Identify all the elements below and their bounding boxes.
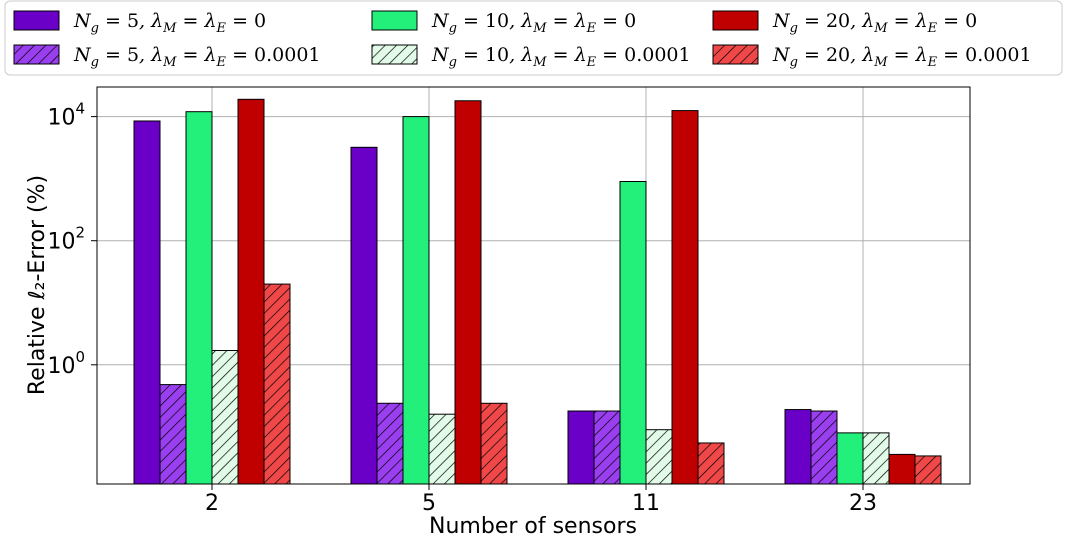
bar xyxy=(185,111,213,485)
legend-label: Ng = 5, λM = λE = 0 xyxy=(73,10,266,36)
y-tick-label: 100 xyxy=(47,348,85,379)
bar xyxy=(914,455,942,485)
bar xyxy=(480,402,508,485)
bar xyxy=(567,410,595,485)
bar xyxy=(862,432,890,485)
legend-swatch xyxy=(712,44,759,65)
x-axis-title: Number of sensors xyxy=(429,514,637,539)
legend-swatch xyxy=(13,44,60,65)
bar xyxy=(810,410,838,485)
bar xyxy=(237,98,265,485)
bar xyxy=(376,402,404,485)
bar xyxy=(402,116,430,485)
bar xyxy=(593,410,621,485)
bar xyxy=(133,120,161,485)
legend-swatch xyxy=(13,10,60,31)
y-tick-label: 102 xyxy=(47,224,85,255)
x-tick-label: 11 xyxy=(632,491,660,516)
legend-swatch xyxy=(712,10,759,31)
bar xyxy=(645,429,673,485)
bar xyxy=(211,350,239,485)
legend-label: Ng = 5, λM = λE = 0.0001 xyxy=(73,44,321,70)
legend-swatch xyxy=(371,10,418,31)
y-ticks: 100 102 104 xyxy=(47,100,97,379)
legend-label: Ng = 10, λM = λE = 0.0001 xyxy=(431,44,691,70)
x-tick-label: 5 xyxy=(422,491,436,516)
x-tick-label: 23 xyxy=(849,491,877,516)
bar xyxy=(888,453,916,485)
bar xyxy=(671,110,699,485)
x-tick-label: 2 xyxy=(205,491,219,516)
bar xyxy=(159,384,187,485)
legend-label: Ng = 20, λM = λE = 0 xyxy=(772,10,977,36)
bar xyxy=(350,146,378,485)
bar xyxy=(454,100,482,485)
y-tick-label: 104 xyxy=(47,100,85,131)
legend-swatch xyxy=(371,44,418,65)
legend-box xyxy=(4,0,1063,76)
y-axis-title: Relative ℓ₂-Error (%) xyxy=(25,175,50,395)
x-ticks: 2 5 11 23 xyxy=(205,484,877,516)
bar xyxy=(784,409,812,485)
legend-label: Ng = 20, λM = λE = 0.0001 xyxy=(772,44,1032,70)
bar xyxy=(619,180,647,485)
bar xyxy=(428,413,456,485)
bar xyxy=(263,283,291,485)
legend-label: Ng = 10, λM = λE = 0 xyxy=(431,10,636,36)
legend: Ng = 5, λM = λE = 0 Ng = 5, λM = λE = 0.0… xyxy=(13,10,1032,70)
plot-frame xyxy=(96,86,971,485)
bar xyxy=(836,432,864,485)
bars xyxy=(133,98,942,485)
bar xyxy=(697,442,725,485)
